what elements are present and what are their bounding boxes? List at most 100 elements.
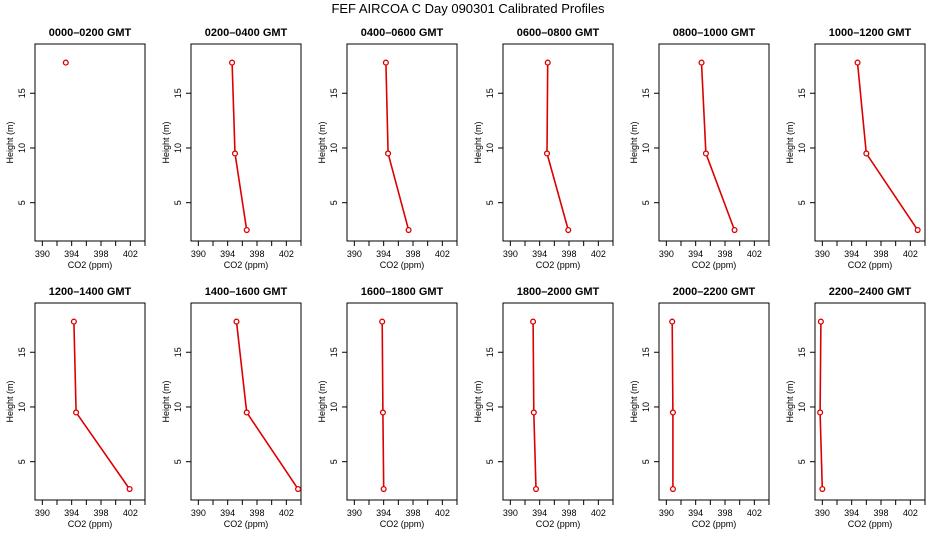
series-line: [73, 321, 131, 490]
x-tick-label: 394: [64, 508, 79, 518]
y-tick-label: 15: [641, 88, 651, 98]
plot-frame: [190, 43, 302, 242]
panel-title: 0200–0400 GMT: [205, 27, 288, 39]
x-axis-label: CO2 (ppm): [68, 519, 113, 529]
data-point: [532, 486, 540, 493]
y-axis-label: Height (m): [629, 380, 639, 422]
y-axis-label: Height (m): [317, 380, 327, 422]
y-axis-label: Height (m): [785, 121, 795, 163]
data-point: [62, 59, 69, 66]
panel: 0200–0400 GMT 390 394 398 402 5 10 15 CO2 (ppm) H…: [161, 27, 302, 270]
x-tick-label: 394: [688, 508, 703, 518]
x-axis-label: CO2 (ppm): [380, 519, 425, 529]
panel-title: 1600–1800 GMT: [361, 286, 444, 298]
y-tick-label: 10: [17, 402, 27, 412]
x-tick-label: 394: [844, 249, 859, 259]
panel: 0000–0200 GMT 390 394 398 402 5 10 15 CO2 (ppm) H…: [5, 27, 146, 270]
x-axis-label: CO2 (ppm): [848, 519, 893, 529]
data-point: [73, 409, 80, 416]
x-tick-label: 394: [532, 249, 547, 259]
data-point: [544, 59, 551, 66]
x-tick-label: 398: [93, 508, 108, 518]
panel: 1600–1800 GMT 390 394 398 402 5 10 15 CO2 (ppm) H…: [317, 286, 458, 529]
y-axis-label: Height (m): [629, 121, 639, 163]
series-line: [546, 62, 570, 231]
x-tick-label: 402: [279, 249, 294, 259]
x-tick-label: 390: [35, 508, 50, 518]
y-axis-label: Height (m): [5, 121, 15, 163]
plot-frame: [658, 302, 770, 501]
x-tick-label: 398: [405, 249, 420, 259]
y-tick-label: 5: [17, 459, 27, 464]
x-tick-label: 402: [591, 249, 606, 259]
panel-title: 0000–0200 GMT: [49, 27, 132, 39]
x-tick-label: 394: [64, 249, 79, 259]
y-tick-label: 10: [173, 402, 183, 412]
x-tick-label: 402: [591, 508, 606, 518]
x-axis-label: CO2 (ppm): [692, 519, 737, 529]
x-axis-label: CO2 (ppm): [536, 519, 581, 529]
plot-frame: [502, 43, 614, 242]
y-tick-label: 5: [329, 459, 339, 464]
data-point: [380, 486, 387, 493]
x-tick-label: 402: [435, 508, 450, 518]
data-point: [382, 59, 389, 66]
data-point: [817, 318, 824, 325]
y-tick-label: 10: [797, 143, 807, 153]
x-axis-label: CO2 (ppm): [380, 260, 425, 270]
y-tick-label: 10: [641, 143, 651, 153]
x-tick-label: 398: [873, 249, 888, 259]
x-axis-label: CO2 (ppm): [848, 260, 893, 270]
plot-frame: [814, 43, 926, 242]
data-point: [543, 150, 551, 157]
data-point: [243, 409, 250, 416]
x-tick-label: 390: [815, 508, 830, 518]
y-tick-label: 5: [485, 459, 495, 464]
x-tick-label: 398: [249, 249, 264, 259]
data-point: [229, 59, 236, 66]
x-tick-label: 398: [405, 508, 420, 518]
data-point: [702, 150, 709, 157]
x-tick-label: 390: [191, 249, 206, 259]
x-axis-label: CO2 (ppm): [692, 260, 737, 270]
x-tick-label: 390: [659, 249, 674, 259]
x-tick-label: 398: [93, 249, 108, 259]
y-tick-label: 10: [485, 143, 495, 153]
y-tick-label: 5: [173, 200, 183, 205]
y-tick-label: 15: [485, 88, 495, 98]
data-point: [530, 318, 537, 325]
x-tick-label: 398: [717, 249, 732, 259]
x-tick-label: 398: [561, 508, 576, 518]
x-tick-label: 390: [815, 249, 830, 259]
series-line: [671, 321, 674, 490]
x-tick-label: 402: [747, 249, 762, 259]
panel-title: 1400–1600 GMT: [205, 286, 288, 298]
x-tick-label: 390: [347, 249, 362, 259]
y-tick-label: 15: [485, 347, 495, 357]
x-tick-label: 398: [717, 508, 732, 518]
data-point: [530, 409, 537, 416]
x-tick-label: 390: [35, 249, 50, 259]
y-tick-label: 10: [329, 402, 339, 412]
x-tick-label: 402: [747, 508, 762, 518]
panel-title: 1800–2000 GMT: [517, 286, 600, 298]
y-axis-label: Height (m): [161, 380, 171, 422]
panel-title: 1200–1400 GMT: [49, 286, 132, 298]
figure-title: FEF AIRCOA C Day 090301 Calibrated Profi…: [331, 1, 605, 16]
y-tick-label: 5: [329, 200, 339, 205]
data-point: [863, 150, 870, 157]
panel: 0800–1000 GMT 390 394 398 402 5 10 15 CO2 (ppm) H…: [629, 27, 770, 270]
x-tick-label: 402: [903, 249, 918, 259]
series-line: [819, 321, 824, 490]
y-axis-label: Height (m): [161, 121, 171, 163]
y-tick-label: 15: [797, 88, 807, 98]
x-axis-label: CO2 (ppm): [536, 260, 581, 270]
data-point: [854, 59, 861, 66]
data-point: [243, 227, 250, 234]
x-tick-label: 402: [123, 508, 138, 518]
plot-frame: [190, 302, 302, 501]
panel: 1000–1200 GMT 390 394 398 402 5 10 15 CO2 (ppm) H…: [785, 27, 926, 270]
y-tick-label: 15: [329, 347, 339, 357]
panel-title: 2000–2200 GMT: [673, 286, 756, 298]
